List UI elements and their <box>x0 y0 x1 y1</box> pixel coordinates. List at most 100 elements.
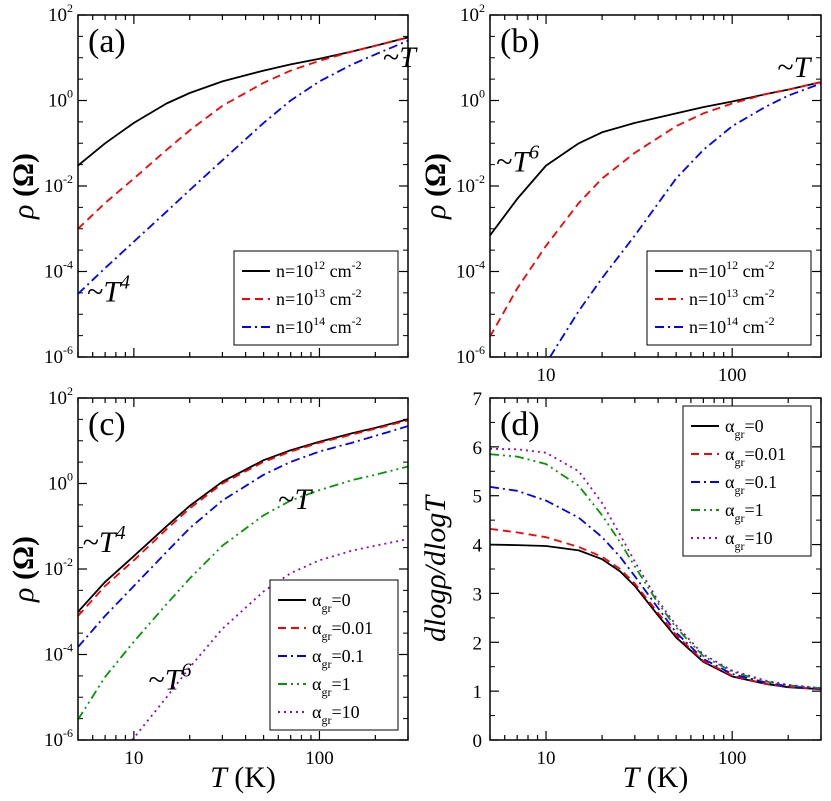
annotation-symbol: T <box>794 51 813 84</box>
y-tick-label: 10-4 <box>44 258 73 283</box>
legend-entry: n=1014 cm-2 <box>276 314 362 337</box>
legend-entry: n=1013 cm-2 <box>689 286 775 309</box>
y-tick-label: 102 <box>48 384 73 409</box>
y-axis-symbol: ρ <box>7 205 40 220</box>
series-line-3 <box>78 39 408 295</box>
series-line-2 <box>78 36 408 230</box>
legend-entry-unit: cm <box>325 289 352 309</box>
series-line-2 <box>78 419 408 617</box>
y-axis-unit: (Ω) <box>7 153 40 205</box>
legend-entry-sub: gr <box>734 511 744 525</box>
legend-entry-unit-exp: -2 <box>352 258 362 272</box>
legend-entry-sub: gr <box>734 483 744 497</box>
legend-entry-main: n=10 <box>689 289 726 309</box>
y-tick-base: 10 <box>48 5 67 26</box>
legend-entry-exp: 12 <box>726 258 738 272</box>
y-axis-label: dlogρ/dlogT <box>419 494 452 642</box>
legend-entry-exp: 13 <box>313 286 325 300</box>
y-tick-label: 10-6 <box>44 726 73 751</box>
legend-entry: αgr=1 <box>312 674 351 699</box>
legend-entry-unit: cm <box>738 317 765 337</box>
annotation: ~T6 <box>149 660 192 697</box>
legend-entry-value: =10 <box>331 702 359 722</box>
y-tick-exp: -6 <box>63 343 73 357</box>
annotation: ~T4 <box>87 271 130 308</box>
annotation-exponent: 4 <box>116 522 126 544</box>
legend-entry: αgr=0 <box>312 590 351 615</box>
x-tick-label: 10 <box>537 748 556 769</box>
legend-entry: αgr=0 <box>725 416 764 441</box>
y-tick-exp: -2 <box>63 172 73 186</box>
legend-entry-main: α <box>312 702 322 722</box>
y-tick-label: 5 <box>473 487 483 508</box>
annotation: ~T <box>278 483 313 516</box>
legend-entry-main: α <box>312 590 322 610</box>
series-line-3 <box>78 425 408 648</box>
legend-entry-unit-exp: -2 <box>352 314 362 328</box>
series-line-3 <box>549 82 821 357</box>
legend-entry-unit: cm <box>738 261 765 281</box>
legend-entry-main: n=10 <box>689 261 726 281</box>
series-group <box>78 418 408 740</box>
y-axis-symbol: ρ <box>419 205 452 220</box>
x-axis-label: T (K) <box>623 761 689 794</box>
x-ticks <box>77 398 409 740</box>
legend-entry-value: =0.1 <box>331 646 364 666</box>
x-axis-symbol: T <box>210 761 229 794</box>
legend-entry-main: α <box>312 618 322 638</box>
legend-entry: αgr=10 <box>312 702 360 727</box>
x-ticks <box>77 15 409 357</box>
annotation: ~T <box>777 51 812 84</box>
y-tick-label: 10-2 <box>44 172 73 197</box>
series-line-4 <box>490 453 821 690</box>
legend-entry-main: α <box>725 500 735 520</box>
series-line-5 <box>490 447 821 690</box>
series-line-1 <box>490 543 821 691</box>
legend-entry-main: α <box>312 674 322 694</box>
y-tick-exp: -4 <box>475 258 485 272</box>
annotation-tilde: ~ <box>777 51 793 84</box>
annotation-tilde: ~ <box>278 483 294 516</box>
y-axis-label: ρ (Ω) <box>419 153 452 220</box>
y-tick-exp: 2 <box>67 1 73 15</box>
legend-entry-sub: gr <box>321 601 331 615</box>
y-tick-base: 10 <box>456 347 475 368</box>
series-line-1 <box>490 81 821 236</box>
legend-entry: n=1013 cm-2 <box>276 286 362 309</box>
panel-label: (a) <box>88 23 126 60</box>
annotation: ~T4 <box>83 522 126 559</box>
y-tick-exp: -2 <box>475 172 485 186</box>
legend-entry: n=1014 cm-2 <box>689 314 775 337</box>
legend-entry-main: n=10 <box>276 289 313 309</box>
y-tick-base: 10 <box>48 474 67 495</box>
y-tick-label: 10-2 <box>456 172 485 197</box>
legend-entry-exp: 13 <box>726 286 738 300</box>
y-tick-base: 10 <box>456 176 475 197</box>
series-line-5 <box>131 538 408 740</box>
y-tick-exp: 2 <box>479 1 485 15</box>
legend-entry-sub: gr <box>734 539 744 553</box>
y-tick-label: 100 <box>48 470 73 495</box>
annotation: ~T <box>383 41 418 74</box>
legend-entry-main: n=10 <box>689 317 726 337</box>
y-tick-base: 10 <box>48 388 67 409</box>
legend-entry-unit: cm <box>325 317 352 337</box>
legend-entry-exp: 14 <box>313 314 325 328</box>
legend-entry-main: α <box>725 416 735 436</box>
y-tick-label: 102 <box>48 1 73 26</box>
legend-entry: αgr=0.01 <box>312 618 373 643</box>
series-group <box>490 447 821 691</box>
legend-entry-value: =0 <box>331 590 350 610</box>
legend-entry-value: =10 <box>744 528 772 548</box>
y-axis-label: ρ (Ω) <box>7 536 40 603</box>
y-tick-label: 100 <box>48 87 73 112</box>
legend-entry-sub: gr <box>321 657 331 671</box>
series-line-1 <box>78 36 408 167</box>
y-axis-unit: (Ω) <box>419 153 452 205</box>
y-tick-label: 2 <box>473 633 483 654</box>
x-axis-symbol: T <box>623 761 642 794</box>
legend-entry-unit-exp: -2 <box>765 286 775 300</box>
legend-entry-value: =1 <box>331 674 350 694</box>
y-tick-base: 10 <box>460 5 479 26</box>
